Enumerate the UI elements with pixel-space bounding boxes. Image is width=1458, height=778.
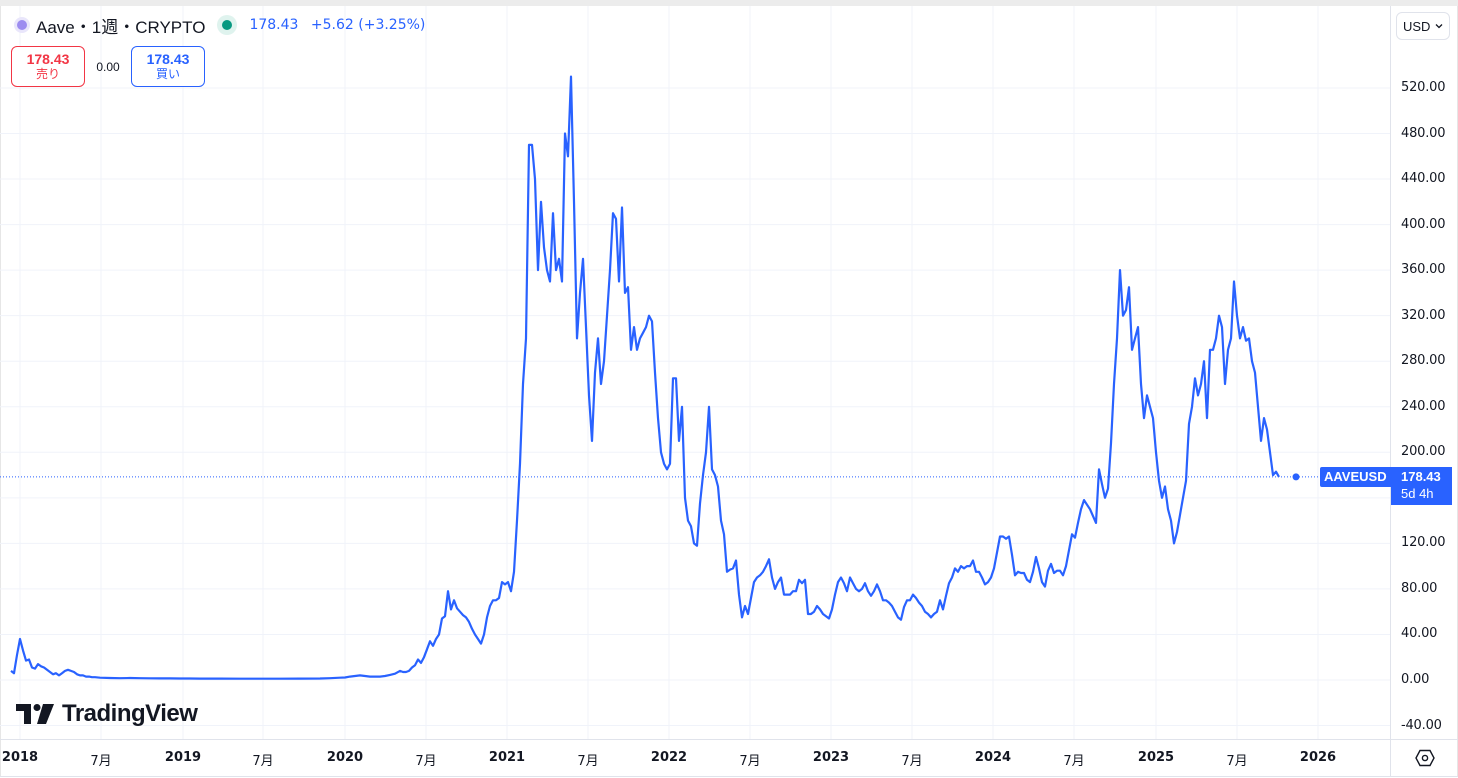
tradingview-logo[interactable]: TradingView [16,700,198,728]
chart-frame [0,6,1458,777]
time-axis-label: 2019 [164,750,202,765]
time-axis-label: 7月 [1063,754,1085,769]
bar-countdown: 5d 4h [1401,486,1434,501]
price-axis-label: 200.00 [1401,444,1446,460]
buy-button[interactable]: 178.43 買い [131,46,205,87]
time-axis-label: 2023 [812,750,850,765]
time-axis-label: 2021 [488,750,526,765]
price-axis-label: 480.00 [1401,125,1446,141]
time-axis-label: 2026 [1299,750,1337,765]
settings-hexagon-icon [1415,749,1435,767]
last-price-value: 178.43 [1401,469,1441,484]
sell-label: 売り [35,67,60,81]
price-change-pct: (+3.25%) [358,17,426,33]
time-axis-label: 2025 [1137,750,1175,765]
axis-settings-button[interactable] [1390,739,1458,777]
price-axis-label: 400.00 [1401,216,1446,232]
currency-value: USD [1403,18,1431,34]
time-axis-label: 7月 [415,754,437,769]
buy-price: 178.43 [146,51,190,67]
quote-values: 178.43 +5.62 (+3.25%) [249,17,425,33]
price-axis[interactable]: 520.00 480.00 440.00 400.00 360.00 320.00 280.… [1390,6,1458,739]
window-top-strip [0,0,1458,6]
price-axis-label: 40.00 [1401,626,1438,642]
time-axis-label: 7月 [252,754,274,769]
price-axis-label: 280.00 [1401,353,1446,369]
time-axis-label: 2018 [1,750,39,765]
time-axis-label: 2022 [650,750,688,765]
time-axis-label: 2020 [326,750,364,765]
last-price-label: 178.43 5d 4h [1391,467,1452,505]
price-axis-label: 440.00 [1401,171,1446,187]
symbol-price-tag: AAVEUSD [1320,467,1391,487]
last-point-marker [1292,473,1300,481]
time-axis-label: 7月 [901,754,923,769]
price-line-series[interactable] [10,75,1280,680]
chevron-down-icon [1435,24,1443,29]
price-axis-label: 360.00 [1401,262,1446,278]
time-axis-label: 7月 [739,754,761,769]
last-price: 178.43 [249,17,299,33]
price-axis-label: 120.00 [1401,535,1446,551]
price-chart-canvas[interactable] [0,6,1390,739]
spread-value: 0.00 [96,59,120,74]
price-axis-label: 0.00 [1401,672,1430,687]
sell-button[interactable]: 178.43 売り [11,46,85,87]
chart-pane[interactable] [0,6,1390,739]
logo-text: TradingView [62,700,198,727]
market-status-icon[interactable] [217,15,238,35]
time-axis-label: 7月 [1226,754,1248,769]
price-axis-label: 320.00 [1401,307,1446,323]
price-change: +5.62 [310,17,354,33]
symbol-legend[interactable]: Aave・1週・CRYPTO 178.43 +5.62 (+3.25%) [14,14,425,37]
time-axis[interactable]: 2018 7月 2019 7月 2020 7月 2021 7月 2022 7月 2023 7月 2024… [0,739,1390,777]
tradingview-logo-icon [16,704,54,724]
price-axis-label: 240.00 [1401,398,1446,414]
symbol-title[interactable]: Aave・1週・CRYPTO [36,17,206,37]
buy-label: 買い [155,67,180,81]
aave-ghost-icon [14,17,30,33]
time-axis-label: 7月 [577,754,599,769]
price-axis-label: 520.00 [1401,79,1446,95]
price-axis-label: 80.00 [1401,580,1438,596]
sell-price: 178.43 [26,51,70,67]
time-axis-label: 7月 [90,754,112,769]
price-axis-label: -40.00 [1401,717,1442,733]
currency-selector[interactable]: USD [1396,12,1450,40]
trade-buttons: 178.43 売り 0.00 178.43 買い [11,46,205,87]
time-axis-label: 2024 [974,750,1012,765]
